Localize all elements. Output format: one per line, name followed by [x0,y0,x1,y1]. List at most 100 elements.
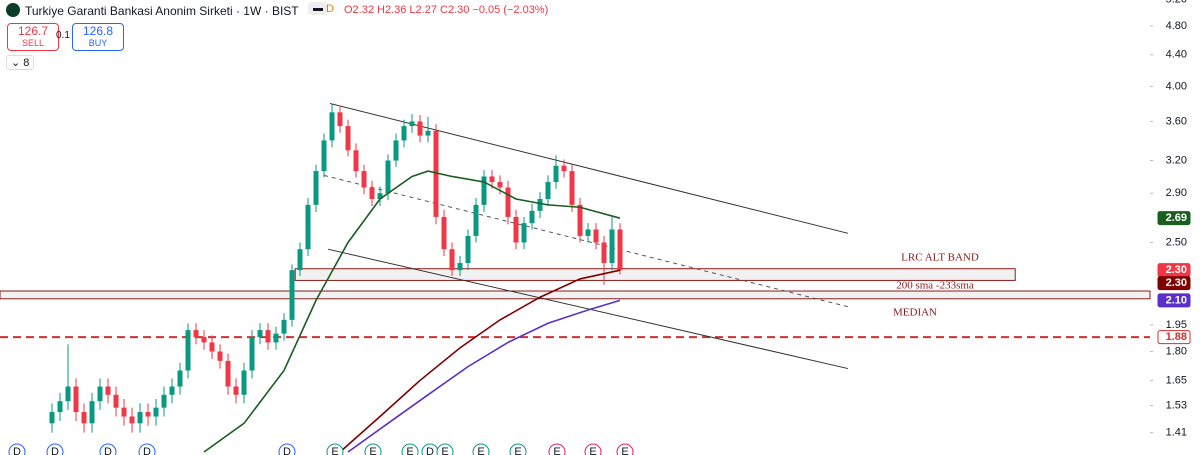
event-marker [616,443,634,455]
candle-body [225,360,231,387]
event-marker [436,443,454,455]
event-marker [548,443,566,455]
candle-body [361,171,367,188]
annotation: LRC ALT BAND [901,252,979,264]
event-label: E [369,446,376,455]
candle-body [473,204,479,236]
price-label: 2.69 [1166,212,1187,224]
candle-body [409,121,415,127]
event-label: E [514,446,521,455]
spread: 0.1 [56,30,70,41]
y-tick-label: 2.50 [1166,236,1187,248]
candle-body [265,330,271,343]
buy-button[interactable]: 126.8 BUY [72,23,124,51]
y-tick-label: 3.60 [1166,115,1187,127]
candle-body [113,394,119,408]
candle-body [489,176,495,182]
annotation: 200 sma -233sma [896,280,974,292]
candle-body [129,416,135,424]
candle-body [553,165,559,182]
candle-body [161,394,167,408]
moving-average [347,299,621,453]
event-label: D [51,446,59,455]
sell-button[interactable]: 126.7 SELL [7,23,59,51]
y-tick-label: 1.65 [1166,374,1187,386]
candle-body [241,370,247,395]
candle-body [313,171,319,205]
event-label: D [143,446,151,455]
event-marker [509,443,527,455]
y-tick-label: 1.41 [1166,427,1187,439]
price-label-bg [1157,276,1191,291]
candle-body [521,223,527,243]
candle-body [249,337,255,371]
indicator-toggle[interactable]: ⌄ 8 [6,55,35,70]
candle-body [329,112,335,141]
candle-body [465,235,471,264]
candle-body [417,121,423,136]
event-marker [8,443,26,455]
event-marker [472,443,490,455]
y-tick-label: 1.80 [1166,345,1187,357]
indicator-count: 8 [23,57,30,69]
event-label: E [477,446,484,455]
candle-body [217,351,223,361]
y-tick-label: 1.53 [1166,399,1187,411]
y-tick-label: 4.40 [1166,49,1187,61]
price-label: 1.88 [1166,331,1187,343]
buy-price: 126.8 [82,24,114,38]
badge: D [326,3,334,15]
candle-body [193,330,199,338]
event-label: E [441,446,448,455]
symbol-title[interactable]: Turkiye Garanti Bankasi Anonim Sirketi ·… [25,4,299,18]
event-marker [401,443,419,455]
candle-body [169,386,175,395]
candle-body [321,140,327,172]
event-marker [138,443,156,455]
toggle[interactable]: ▬ [308,2,328,15]
price-label: 2.10 [1166,294,1187,306]
candle-body [585,229,591,236]
candle-body [153,407,159,417]
candle-body [601,242,607,264]
candle-body [89,401,95,424]
event-label: E [621,446,628,455]
event-label: E [589,446,596,455]
candle-body [305,204,311,250]
sell-price: 126.7 [17,24,49,38]
y-tick-label: 2.90 [1166,187,1187,199]
candle-body [257,330,263,338]
event-label: E [553,446,560,455]
candle-body [505,187,511,217]
candle-body [281,319,287,334]
y-tick-label: 5.20 [1166,0,1187,5]
candle-body [65,386,71,402]
candle-body [145,412,151,417]
candle-body [105,386,111,395]
candle-body [273,333,279,343]
candle-body [81,412,87,424]
candle-body [49,412,55,424]
buy-label: BUY [88,38,108,48]
price-label-bg [1157,211,1191,226]
candle-body [577,204,583,236]
candle-body [201,337,207,343]
price-label-bg [1157,293,1191,308]
event-marker [364,443,382,455]
candle-body [369,187,375,199]
candle-body [513,216,519,243]
event-marker [278,443,296,455]
candle-body [233,386,239,395]
candle-body [97,386,103,402]
candle-body [209,342,215,352]
candle-body [57,401,63,413]
candle-body [433,130,439,217]
candle-body [121,407,127,417]
event-label: D [426,446,434,455]
annotation: MEDIAN [893,307,937,319]
candle-body [73,386,79,413]
candle-body [457,263,463,271]
event-marker [46,443,64,455]
candle-body [425,130,431,136]
